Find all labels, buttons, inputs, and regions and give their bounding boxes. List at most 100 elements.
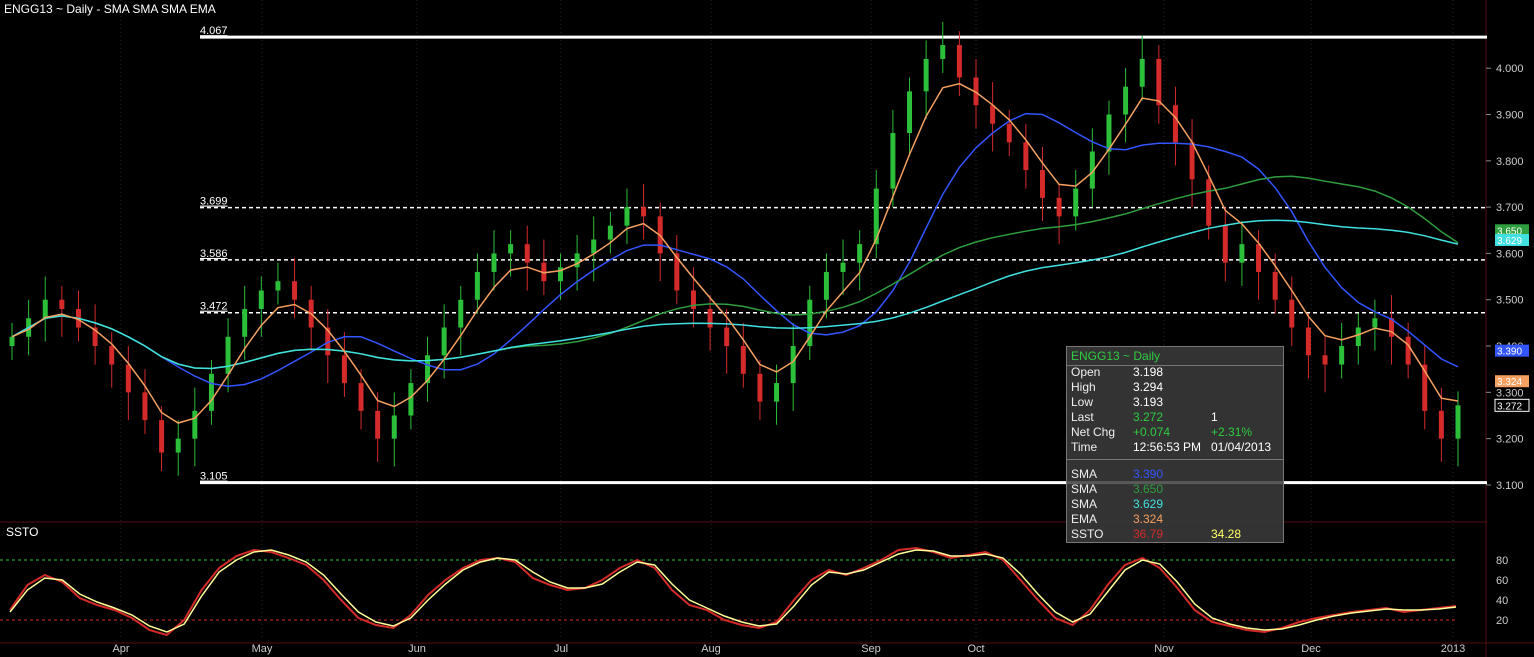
tooltip-extra: +2.31% — [1211, 425, 1253, 439]
candle — [192, 387, 198, 467]
stoch-tick-label: 40 — [1496, 595, 1508, 607]
candle-body — [1272, 271, 1278, 300]
tooltip-sma3-row: SMA 3.629 — [1071, 497, 1281, 512]
candle — [873, 170, 879, 259]
month-label: Apr — [112, 643, 129, 655]
candle — [890, 109, 896, 208]
axis-value-badge — [1495, 375, 1529, 388]
candle-body — [873, 188, 879, 245]
candle — [208, 359, 214, 425]
candle-body — [1389, 318, 1395, 337]
candle — [1039, 146, 1045, 222]
price-tick-label: 3.500 — [1496, 295, 1524, 307]
candle — [1322, 336, 1328, 393]
month-label: Dec — [1301, 643, 1321, 655]
candle-body — [591, 239, 597, 254]
candle-body — [1006, 123, 1012, 143]
candle-body — [358, 383, 364, 411]
candle — [358, 369, 364, 430]
candle-body — [1222, 225, 1228, 263]
candle-body — [325, 327, 331, 356]
month-label: Jul — [554, 643, 568, 655]
price-tick-label: 3.600 — [1496, 248, 1524, 260]
candle-body — [192, 410, 198, 439]
axis-value-badge — [1495, 344, 1529, 357]
candle — [657, 202, 663, 282]
candle-body — [541, 262, 547, 282]
candle-body — [458, 299, 464, 328]
candle-body — [607, 225, 613, 240]
candle-body — [408, 383, 414, 416]
tooltip-label: SMA — [1071, 497, 1098, 511]
tooltip-label: EMA — [1071, 512, 1098, 526]
candle — [1422, 346, 1428, 430]
candle-body — [574, 253, 580, 268]
candle-body — [790, 346, 796, 384]
candle-body — [125, 364, 131, 393]
candle — [308, 285, 314, 351]
candle-body — [341, 355, 347, 384]
candle-body — [557, 267, 563, 282]
candle — [740, 322, 746, 388]
candle-body — [1139, 58, 1145, 87]
candle-body — [524, 244, 530, 263]
month-label: Aug — [701, 643, 721, 655]
tooltip-label: High — [1071, 380, 1096, 394]
tooltip-last-row: Last 3.272 1 — [1071, 410, 1281, 425]
candle-body — [624, 207, 630, 226]
candle — [973, 58, 979, 129]
candle — [1272, 253, 1278, 314]
candle — [75, 290, 81, 342]
candle — [541, 239, 547, 296]
candle-body — [242, 308, 248, 337]
stoch-tick-label: 20 — [1496, 615, 1508, 627]
price-tick-label: 3.800 — [1496, 156, 1524, 168]
candle-body — [923, 58, 929, 92]
axis-last-badge — [1494, 398, 1530, 412]
price-tick-label: 3.200 — [1496, 434, 1524, 446]
candle — [92, 304, 98, 365]
tooltip-value: +0.074 — [1133, 425, 1171, 439]
sma-cyan-line — [11, 219, 1459, 370]
axis-value-badge — [1495, 224, 1529, 237]
candle-body — [674, 253, 680, 291]
candle — [1106, 100, 1112, 175]
candle — [408, 369, 414, 430]
tooltip-label: SSTO — [1071, 527, 1104, 541]
candle-body — [1089, 151, 1095, 189]
candle — [425, 336, 431, 402]
candle-body — [1156, 58, 1162, 106]
candle — [1239, 221, 1245, 286]
candle-body — [1289, 299, 1295, 328]
candle — [325, 308, 331, 384]
tooltip-netchg-row: Net Chg +0.074 +2.31% — [1071, 425, 1281, 440]
tooltip-label: SMA — [1071, 482, 1098, 496]
candle-body — [1073, 188, 1079, 217]
candle — [59, 285, 65, 337]
candle-body — [1256, 244, 1262, 272]
candle-body — [907, 91, 913, 134]
candle-body — [292, 281, 298, 300]
data-tooltip: ENGG13 ~ Daily Open 3.198 High 3.294 Low… — [1066, 346, 1284, 543]
candle-body — [1123, 86, 1129, 115]
stoch-tick-label: 80 — [1496, 555, 1508, 567]
candle-body — [1455, 405, 1461, 439]
candle — [175, 420, 181, 476]
candle — [624, 188, 630, 245]
price-level-label: 3.105 — [200, 471, 228, 483]
candle-body — [508, 244, 514, 254]
candle-body — [774, 383, 780, 402]
price-level-label: 4.067 — [200, 25, 228, 37]
tooltip-value: 3.324 — [1133, 512, 1164, 526]
candle-body — [1023, 142, 1029, 171]
candle — [790, 322, 796, 411]
tooltip-label: SMA — [1071, 467, 1098, 481]
candle-body — [724, 327, 730, 347]
candle-body — [1355, 327, 1361, 347]
candle — [990, 82, 996, 152]
candle-body — [757, 373, 763, 402]
tooltip-value: 3.198 — [1133, 365, 1164, 379]
axis-value-label: 3.324 — [1497, 377, 1522, 388]
candle — [1189, 119, 1195, 208]
